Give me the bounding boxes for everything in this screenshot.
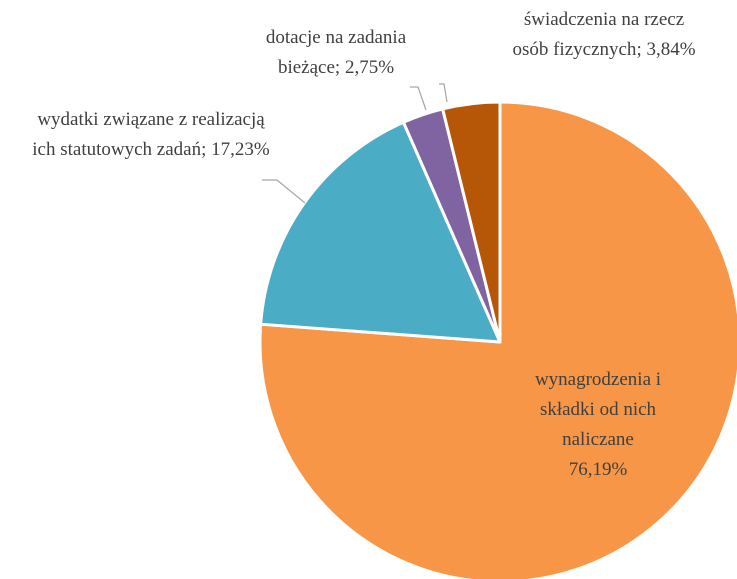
- slice-label: świadczenia na rzecz osób fizycznych; 3,…: [504, 5, 704, 65]
- value-label: 76,19%: [568, 459, 628, 480]
- slice: [441, 100, 502, 344]
- separator: ;: [334, 57, 345, 78]
- value-label: 2,75%: [344, 57, 395, 78]
- leader-line: [410, 86, 427, 111]
- value-label: 17,23%: [211, 139, 270, 160]
- separator: ;: [636, 39, 647, 60]
- slice: [258, 100, 737, 579]
- value-label: 3,84%: [646, 39, 696, 60]
- slice-label: dotacje na zadania bieżące; 2,75%: [246, 23, 426, 83]
- slice-label: wynagrodzenia i składki od nich naliczan…: [508, 365, 688, 485]
- slice-label: wydatki związane z realizacją ich statut…: [32, 105, 270, 165]
- slices: [258, 100, 737, 579]
- category-label: świadczenia na rzecz osób fizycznych: [512, 9, 685, 60]
- leader-line: [439, 83, 448, 103]
- slice: [259, 120, 502, 344]
- leader-line: [262, 179, 306, 204]
- category-label: dotacje na zadania bieżące: [265, 27, 407, 78]
- separator: ;: [201, 139, 212, 160]
- category-label: wydatki związane z realizacją ich statut…: [32, 109, 265, 160]
- category-label: wynagrodzenia i składki od nich naliczan…: [534, 369, 662, 450]
